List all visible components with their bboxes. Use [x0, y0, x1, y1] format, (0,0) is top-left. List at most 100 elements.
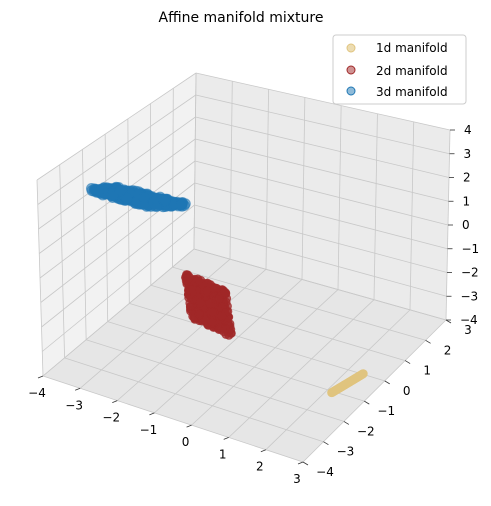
gridline-x-floor	[302, 319, 447, 463]
point-2d-manifold	[219, 288, 229, 298]
x-tick-mark	[74, 387, 81, 391]
gridline-x-floor	[154, 279, 303, 414]
gridline-z-back	[195, 72, 451, 131]
legend-marker-2d-manifold	[346, 65, 356, 75]
z-tick-label: 3	[464, 147, 472, 161]
gridline-z-back	[195, 94, 450, 155]
y-tick-mark	[323, 441, 329, 446]
gridline-x-floor	[117, 268, 267, 401]
y-tick-label: 1	[423, 364, 431, 378]
point-2d-manifold	[205, 298, 215, 308]
legend-label-3d-manifold: 3d manifold	[376, 85, 448, 99]
x-tick-mark	[297, 461, 304, 465]
gridline-z-left	[38, 116, 196, 230]
z-tick-label: −4	[460, 313, 478, 327]
y-tick-label: 0	[403, 384, 411, 398]
back-pane	[194, 73, 450, 320]
y-tick-mark	[343, 421, 350, 425]
gridline-y-floor	[172, 266, 426, 341]
z-tick-label: −1	[462, 242, 480, 256]
point-2d-manifold	[214, 294, 224, 304]
gridline-y-floor	[64, 357, 324, 443]
z-tick-label: −3	[461, 289, 479, 303]
y-tick-label: −4	[316, 465, 334, 479]
z-tick-label: 1	[463, 194, 471, 208]
y-tick-label: 3	[464, 323, 472, 337]
x-tick-label: −3	[65, 398, 83, 412]
z-tick-label: 0	[462, 218, 470, 232]
x-tick-label: 3	[293, 472, 301, 486]
gridline-y-floor	[86, 339, 344, 422]
data-points	[85, 181, 368, 398]
y-tick-mark	[364, 400, 370, 405]
x-tick-label: 2	[256, 460, 264, 474]
legend-marker-3d-manifold	[346, 86, 356, 96]
y-tick-label: 2	[444, 343, 452, 357]
point-2d-manifold	[195, 298, 205, 308]
legend: 1d manifold 2d manifold 3d manifold	[332, 34, 467, 105]
gridline-z-back	[194, 226, 447, 297]
x-tick-mark	[149, 412, 155, 416]
point-2d-manifold	[209, 284, 219, 294]
gridline-y-floor	[42, 375, 304, 463]
point-3d-manifold	[150, 200, 162, 212]
gridline-z-back	[194, 204, 448, 273]
x-tick-label: −2	[102, 411, 120, 425]
y-tick-label: −1	[377, 404, 395, 418]
legend-marker-1d-manifold	[346, 43, 356, 53]
point-2d-manifold	[185, 301, 195, 311]
x-tick-mark	[37, 375, 44, 379]
gridline-z-left	[37, 94, 196, 205]
point-2d-manifold	[193, 276, 203, 286]
gridline-x-floor	[265, 309, 411, 451]
y-tick-mark	[425, 339, 431, 344]
z-tick-label: 4	[464, 123, 472, 137]
gridline-y-floor	[129, 303, 385, 382]
chart-title: Affine manifold mixture	[159, 10, 324, 26]
legend-label-2d-manifold: 2d manifold	[376, 64, 448, 78]
gridline-y-floor	[107, 321, 365, 402]
point-3d-manifold	[159, 195, 171, 207]
point-3d-manifold	[114, 185, 126, 197]
z-tick-label: −2	[461, 266, 479, 280]
point-2d-manifold	[194, 309, 204, 319]
y-tick-label: −2	[357, 424, 375, 438]
x-tick-mark	[223, 437, 229, 440]
point-2d-manifold	[217, 311, 227, 321]
gridline-z-back	[195, 138, 449, 202]
gridline-z-left	[42, 248, 195, 377]
gridline-z-back	[195, 116, 450, 178]
legend-frame	[332, 34, 467, 105]
x-tick-label: −4	[28, 386, 46, 400]
point-3d-manifold	[138, 192, 150, 204]
y-tick-mark	[404, 360, 411, 364]
point-2d-manifold	[219, 327, 229, 337]
y-tick-mark	[445, 319, 452, 324]
x-tick-mark	[260, 449, 267, 453]
gridline-z-left	[36, 72, 197, 181]
point-2d-manifold	[188, 285, 198, 295]
y-tick-mark	[384, 380, 390, 385]
point-2d-manifold	[207, 318, 217, 328]
x-tick-label: 0	[182, 435, 190, 449]
gridline-z-left	[41, 226, 195, 352]
point-3d-manifold	[93, 185, 105, 197]
point-2d-manifold	[183, 274, 193, 284]
z-tick-label: 2	[463, 171, 471, 185]
point-3d-manifold	[121, 192, 133, 204]
x-tick-label: 1	[219, 447, 227, 461]
x-tick-mark	[186, 424, 192, 428]
gridline-z-back	[194, 160, 449, 226]
left-pane	[37, 73, 196, 376]
gridline-x-floor	[228, 299, 375, 438]
legend-label-1d-manifold: 1d manifold	[376, 41, 448, 55]
y-tick-mark	[302, 461, 309, 466]
point-1d-manifold	[358, 369, 368, 379]
gridline-z-back	[193, 248, 447, 321]
gridline-z-back	[194, 182, 448, 250]
y-tick-label: −3	[337, 445, 355, 459]
point-2d-manifold	[209, 307, 219, 317]
